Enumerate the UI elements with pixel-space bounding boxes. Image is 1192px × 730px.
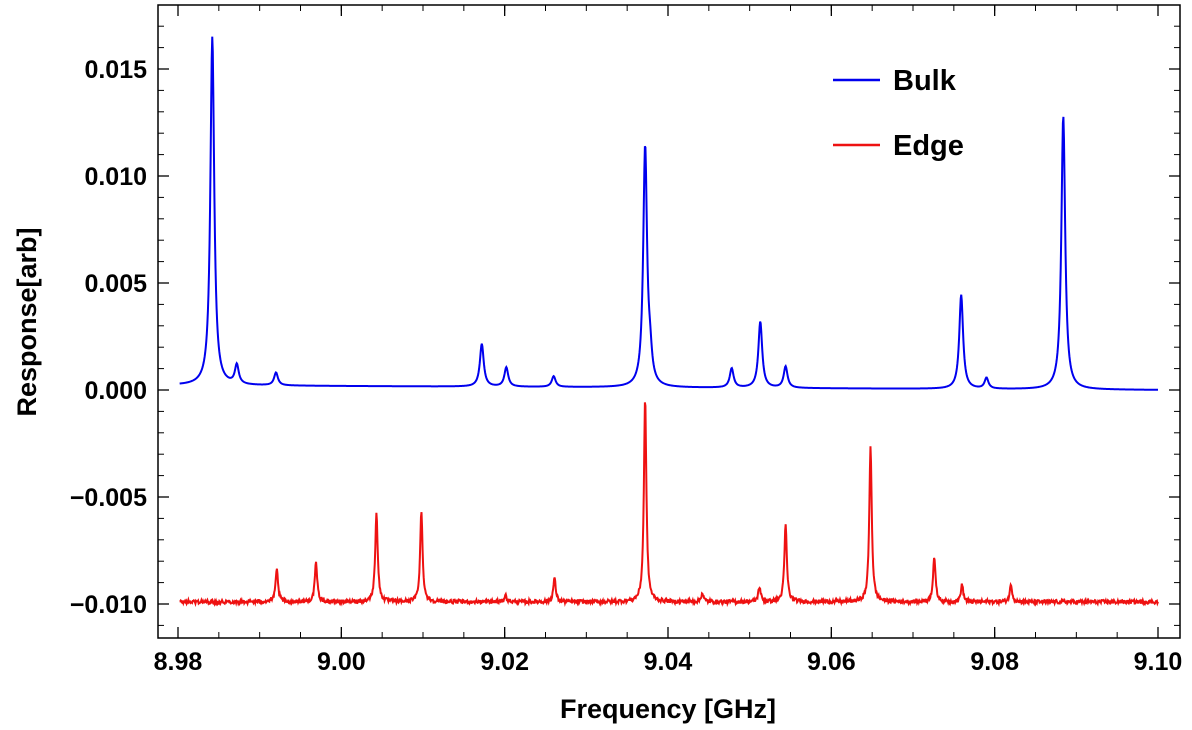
x-tick-label: 9.08 xyxy=(970,648,1019,676)
x-tick-label: 8.98 xyxy=(154,648,203,676)
series-line-edge xyxy=(179,402,1159,608)
legend-label-bulk: Bulk xyxy=(893,65,957,97)
y-axis-title: Response[arb] xyxy=(12,227,42,416)
series-line-bulk xyxy=(179,36,1158,391)
x-tick-label: 9.00 xyxy=(317,648,366,676)
y-tick-label: −0.010 xyxy=(70,591,147,619)
y-tick-label: 0.000 xyxy=(84,377,147,405)
y-tick-label: 0.015 xyxy=(84,56,147,84)
x-axis-title: Frequency [GHz] xyxy=(560,694,776,724)
y-tick-labels: 0.015 0.010 0.005 0.000 −0.005 −0.010 xyxy=(70,56,147,619)
y-tick-label: −0.005 xyxy=(70,484,147,512)
x-tick-label: 9.06 xyxy=(807,648,856,676)
legend: Bulk Edge xyxy=(833,65,964,162)
tick-marks xyxy=(158,5,1180,638)
x-tick-label: 9.02 xyxy=(480,648,529,676)
y-tick-label: 0.005 xyxy=(84,270,147,298)
y-tick-label: 0.010 xyxy=(84,163,147,191)
plot-frame xyxy=(157,4,1181,639)
x-tick-label: 9.10 xyxy=(1134,648,1183,676)
legend-label-edge: Edge xyxy=(893,130,964,162)
x-tick-label: 9.04 xyxy=(644,648,693,676)
series-lines xyxy=(179,36,1159,608)
x-tick-labels: 8.98 9.00 9.02 9.04 9.06 9.08 9.10 xyxy=(154,648,1183,676)
